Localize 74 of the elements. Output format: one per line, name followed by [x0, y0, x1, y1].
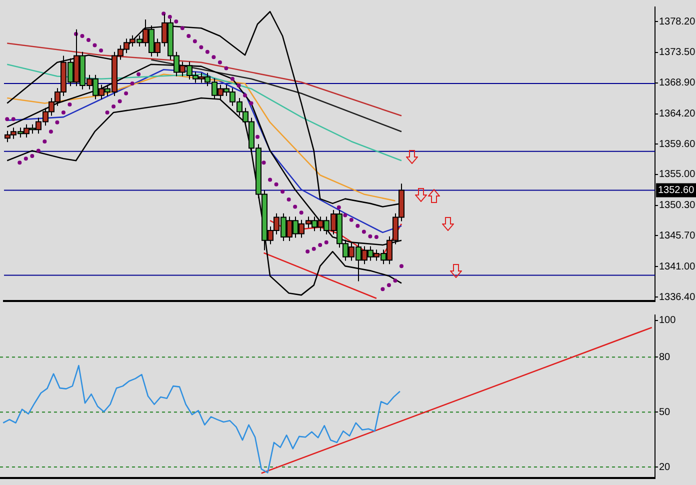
- point: [68, 102, 72, 107]
- y-tick-label: 1368.90: [659, 78, 696, 89]
- point: [18, 160, 22, 165]
- point: [312, 246, 316, 251]
- y-tick-label: 1350.30: [659, 200, 696, 212]
- point: [112, 104, 116, 109]
- point: [236, 83, 241, 88]
- point: [124, 91, 128, 96]
- y-tick-label: 1336.40: [659, 292, 696, 303]
- y-tick-label: 20: [659, 462, 671, 473]
- point: [368, 234, 372, 238]
- point: [80, 34, 84, 38]
- point: [256, 134, 260, 139]
- point: [86, 38, 91, 42]
- point: [186, 34, 191, 38]
- point: [399, 264, 404, 268]
- y-tick-label: 1359.60: [659, 138, 696, 150]
- point: [268, 178, 272, 182]
- y-tick-label: 1373.50: [659, 47, 696, 58]
- point: [242, 93, 247, 98]
- point: [61, 110, 66, 114]
- point: [286, 197, 291, 202]
- point: [36, 148, 40, 153]
- y-tick-label: 1378.20: [659, 16, 696, 28]
- y-tick-label: 1364.20: [659, 108, 696, 120]
- point: [393, 278, 398, 283]
- point: [306, 250, 310, 254]
- point: [386, 283, 391, 288]
- point: [168, 14, 172, 19]
- ref-line-label: 1352.60: [658, 185, 695, 196]
- y-tick-label: 100: [659, 315, 676, 326]
- point: [162, 12, 166, 16]
- point: [130, 81, 134, 86]
- y-tick-label: 1341.00: [659, 261, 696, 272]
- point: [356, 224, 360, 228]
- point: [174, 20, 178, 24]
- point: [249, 101, 254, 106]
- point: [55, 120, 60, 124]
- point: [11, 117, 16, 122]
- y-tick-label: 50: [659, 406, 671, 418]
- point: [92, 43, 97, 48]
- point: [262, 160, 266, 165]
- point: [280, 190, 285, 194]
- point: [380, 287, 385, 292]
- point: [99, 48, 104, 53]
- point: [42, 139, 47, 144]
- point: [230, 76, 234, 81]
- point: [362, 230, 366, 234]
- point: [299, 210, 304, 215]
- y-tick-label: 1355.00: [659, 169, 696, 180]
- point: [48, 130, 53, 134]
- point: [274, 182, 278, 186]
- point: [374, 235, 378, 240]
- point: [30, 154, 34, 158]
- point: [199, 45, 204, 50]
- point: [118, 99, 122, 104]
- point: [336, 205, 341, 210]
- point: [343, 213, 348, 218]
- point: [318, 242, 322, 247]
- point: [293, 204, 298, 209]
- point: [224, 66, 228, 70]
- point: [105, 110, 110, 114]
- point: [349, 218, 354, 222]
- point: [192, 39, 197, 44]
- point: [205, 50, 210, 54]
- y-tick-label: 80: [659, 352, 671, 363]
- point: [136, 72, 141, 76]
- y-tick-label: 1345.70: [659, 230, 696, 242]
- point: [180, 26, 184, 30]
- point: [218, 60, 222, 64]
- point: [5, 117, 10, 122]
- point: [212, 55, 216, 60]
- point: [24, 156, 28, 161]
- point: [324, 240, 328, 244]
